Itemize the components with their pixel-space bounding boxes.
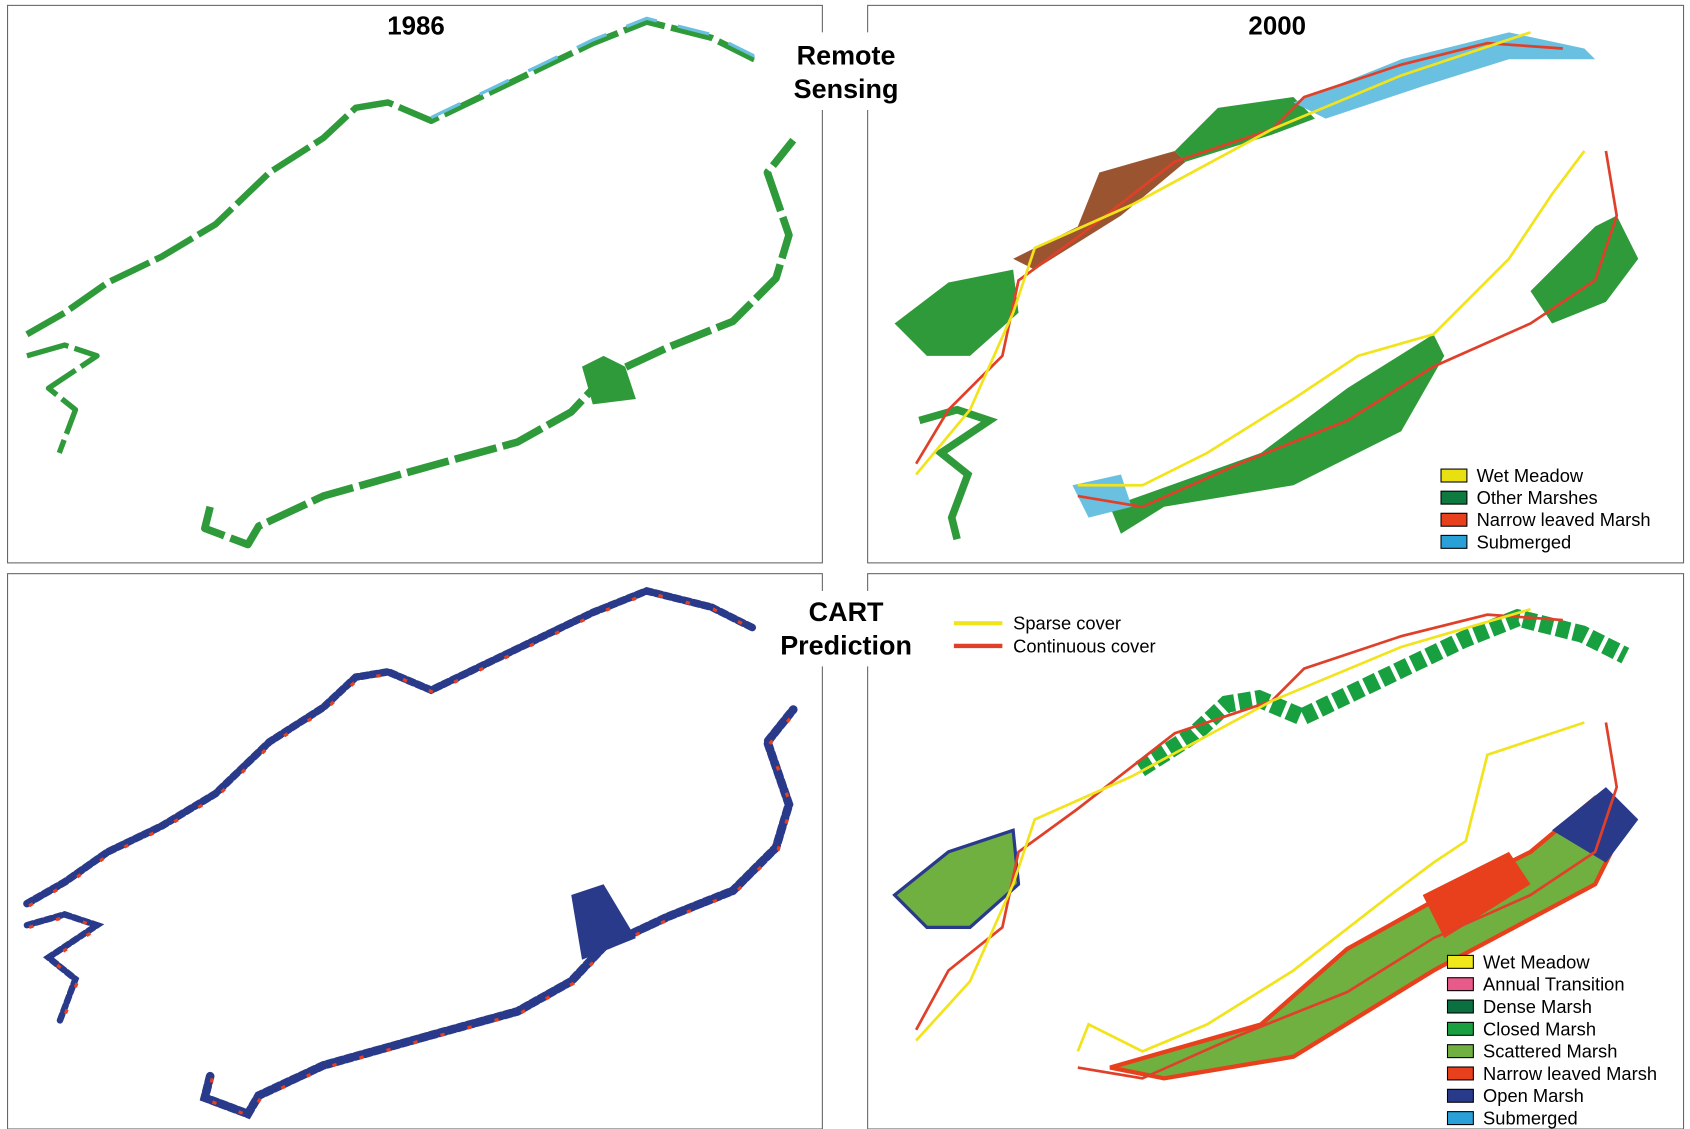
legend-label: Open Marsh <box>1483 1085 1584 1106</box>
panel-frame <box>8 574 823 1129</box>
submerged-area <box>1293 32 1595 118</box>
open-marsh-strip <box>27 914 97 1022</box>
legend-label: Submerged <box>1477 531 1572 552</box>
row-label: Sensing <box>794 74 899 104</box>
legend-swatch <box>1447 1112 1473 1125</box>
panel-title: 2000 <box>1248 13 1306 41</box>
narrow-marsh-strip <box>29 593 757 906</box>
legend-swatch <box>1447 1089 1473 1102</box>
panel-frame <box>8 5 823 562</box>
legend-swatch <box>1447 955 1473 968</box>
legend-label: Wet Meadow <box>1483 951 1590 972</box>
submerged-strip <box>431 18 754 117</box>
row-label: Prediction <box>780 631 912 661</box>
sparse-line <box>916 32 1530 474</box>
row-label: Remote <box>797 41 896 71</box>
legend-label: Annual Transition <box>1483 974 1624 995</box>
marsh-area <box>1110 334 1444 533</box>
open-marsh-strip <box>27 591 755 904</box>
panel-title: 1986 <box>387 13 445 41</box>
legend-label: Wet Meadow <box>1477 465 1584 486</box>
legend-swatch <box>1447 1067 1473 1080</box>
row-label: CART <box>809 597 884 627</box>
legend-label: Narrow leaved Marsh <box>1483 1063 1657 1084</box>
marsh-area <box>1530 216 1638 324</box>
page: Remote Sensing vs CART Prediction {"pane… <box>0 0 1690 1129</box>
legend-label: Scattered Marsh <box>1483 1041 1617 1062</box>
legend-label: Other Marshes <box>1477 487 1598 508</box>
marsh-strip <box>205 140 793 544</box>
legend-swatch <box>1441 535 1467 548</box>
legend-swatch <box>1447 1000 1473 1013</box>
legend-label: Sparse cover <box>1013 613 1121 634</box>
legend-swatch <box>1441 491 1467 504</box>
legend-swatch <box>1447 1045 1473 1058</box>
legend-label: Submerged <box>1483 1108 1578 1129</box>
legend-label: Narrow leaved Marsh <box>1477 509 1651 530</box>
legend-swatch <box>1441 513 1467 526</box>
narrow-marsh-strip <box>207 712 795 1116</box>
legend-swatch <box>1447 1022 1473 1035</box>
marsh-area <box>1013 151 1185 270</box>
legend-swatch <box>1447 978 1473 991</box>
legend-label: Closed Marsh <box>1483 1018 1596 1039</box>
legend-swatch <box>1441 469 1467 482</box>
body: 1986 2000 Remote Sensing CART Prediction… <box>0 0 1690 1129</box>
maps <box>27 18 1638 1116</box>
open-marsh-strip <box>205 710 793 1114</box>
legend-label: Continuous cover <box>1013 635 1155 656</box>
figure: 1986 2000 Remote Sensing CART Prediction… <box>0 0 1690 1129</box>
cart-strip <box>1140 618 1625 769</box>
sparse-line <box>916 609 1530 1040</box>
marsh-strip <box>27 22 755 335</box>
legend-label: Dense Marsh <box>1483 996 1592 1017</box>
open-marsh-patch <box>571 884 636 959</box>
marsh-strip <box>27 345 97 453</box>
